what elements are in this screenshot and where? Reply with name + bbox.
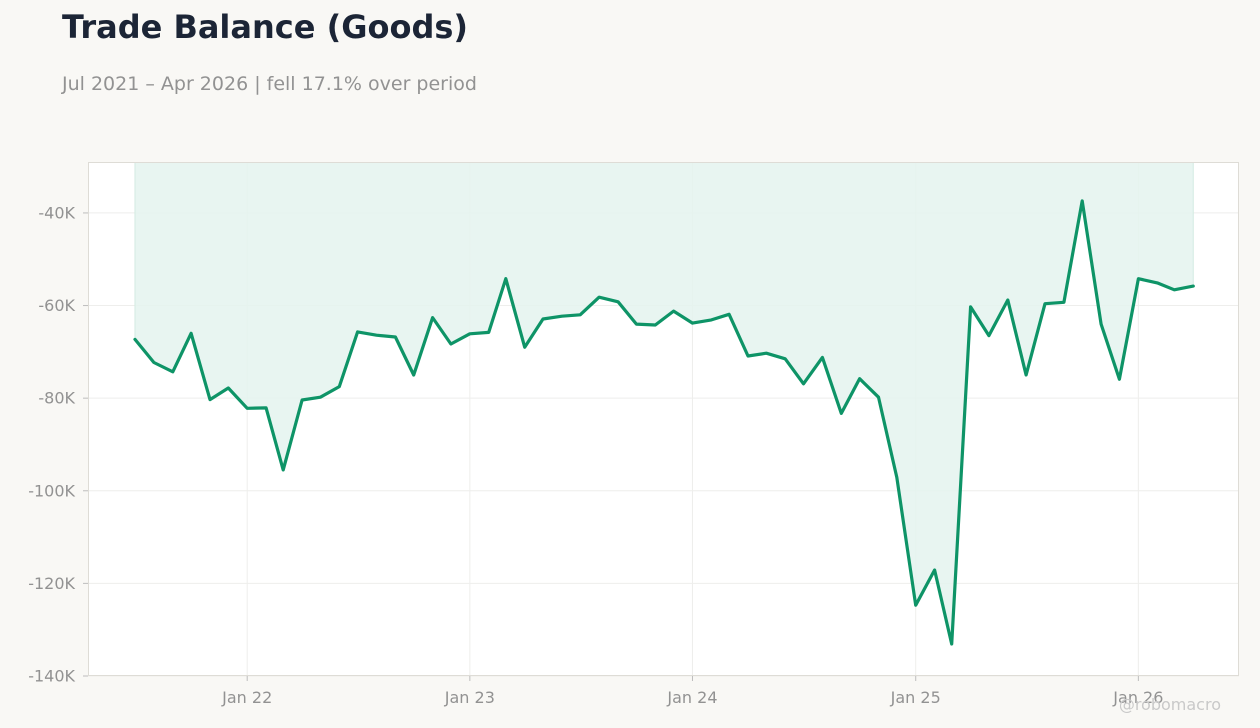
y-tick-label: -40K bbox=[38, 203, 75, 222]
y-tick-label: -140K bbox=[28, 667, 75, 686]
y-tick-label: -100K bbox=[28, 481, 75, 500]
chart-title: Trade Balance (Goods) bbox=[62, 8, 469, 46]
y-tick-label: -80K bbox=[38, 389, 75, 408]
x-tick-label: Jan 26 bbox=[1112, 688, 1163, 707]
y-tick-label: -120K bbox=[28, 574, 75, 593]
watermark: @robomacro bbox=[1119, 695, 1221, 714]
chart-subtitle: Jul 2021 – Apr 2026 | fell 17.1% over pe… bbox=[62, 73, 477, 95]
x-tick-label: Jan 25 bbox=[890, 688, 941, 707]
series-line bbox=[133, 199, 1195, 646]
plot-border bbox=[88, 162, 1239, 676]
area-fill bbox=[135, 162, 1194, 644]
x-tick-label: Jan 24 bbox=[666, 688, 717, 707]
x-tick-label: Jan 22 bbox=[221, 688, 272, 707]
y-tick-label: -60K bbox=[38, 296, 75, 315]
x-tick-label: Jan 23 bbox=[444, 688, 495, 707]
